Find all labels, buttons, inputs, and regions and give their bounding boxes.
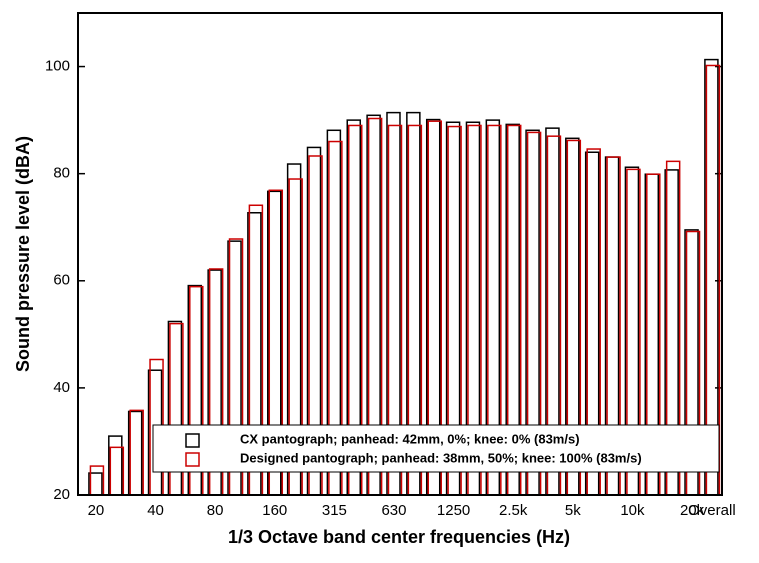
legend-box: [152, 424, 720, 473]
y-tick-label: 100: [45, 58, 70, 75]
legend-label: Designed pantograph; panhead: 38mm, 50%;…: [240, 450, 642, 465]
y-tick-label: 40: [53, 379, 70, 396]
x-tick-label: 20k: [680, 502, 705, 519]
x-tick-label: 630: [381, 502, 406, 519]
x-tick-label: 2.5k: [499, 502, 528, 519]
y-tick-label: 60: [53, 272, 70, 289]
x-tick-label: 80: [207, 502, 224, 519]
plot-frame: [77, 12, 723, 496]
x-tick-label: 315: [322, 502, 347, 519]
x-tick-label: 160: [262, 502, 287, 519]
legend-marker: [185, 452, 200, 467]
y-tick-label: 20: [53, 486, 70, 503]
legend-label: CX pantograph; panhead: 42mm, 0%; knee: …: [240, 431, 580, 446]
x-tick-label: Overall: [688, 502, 736, 519]
x-tick-label: 40: [147, 502, 164, 519]
legend-marker: [185, 433, 200, 448]
x-tick-label: 10k: [620, 502, 645, 519]
x-tick-label: 20: [88, 502, 105, 519]
x-tick-label: 5k: [565, 502, 581, 519]
x-tick-label: 1250: [437, 502, 470, 519]
y-tick-label: 80: [53, 165, 70, 182]
y-axis-label: Sound pressure level (dBA): [13, 136, 33, 372]
x-axis-label: 1/3 Octave band center frequencies (Hz): [228, 527, 570, 547]
